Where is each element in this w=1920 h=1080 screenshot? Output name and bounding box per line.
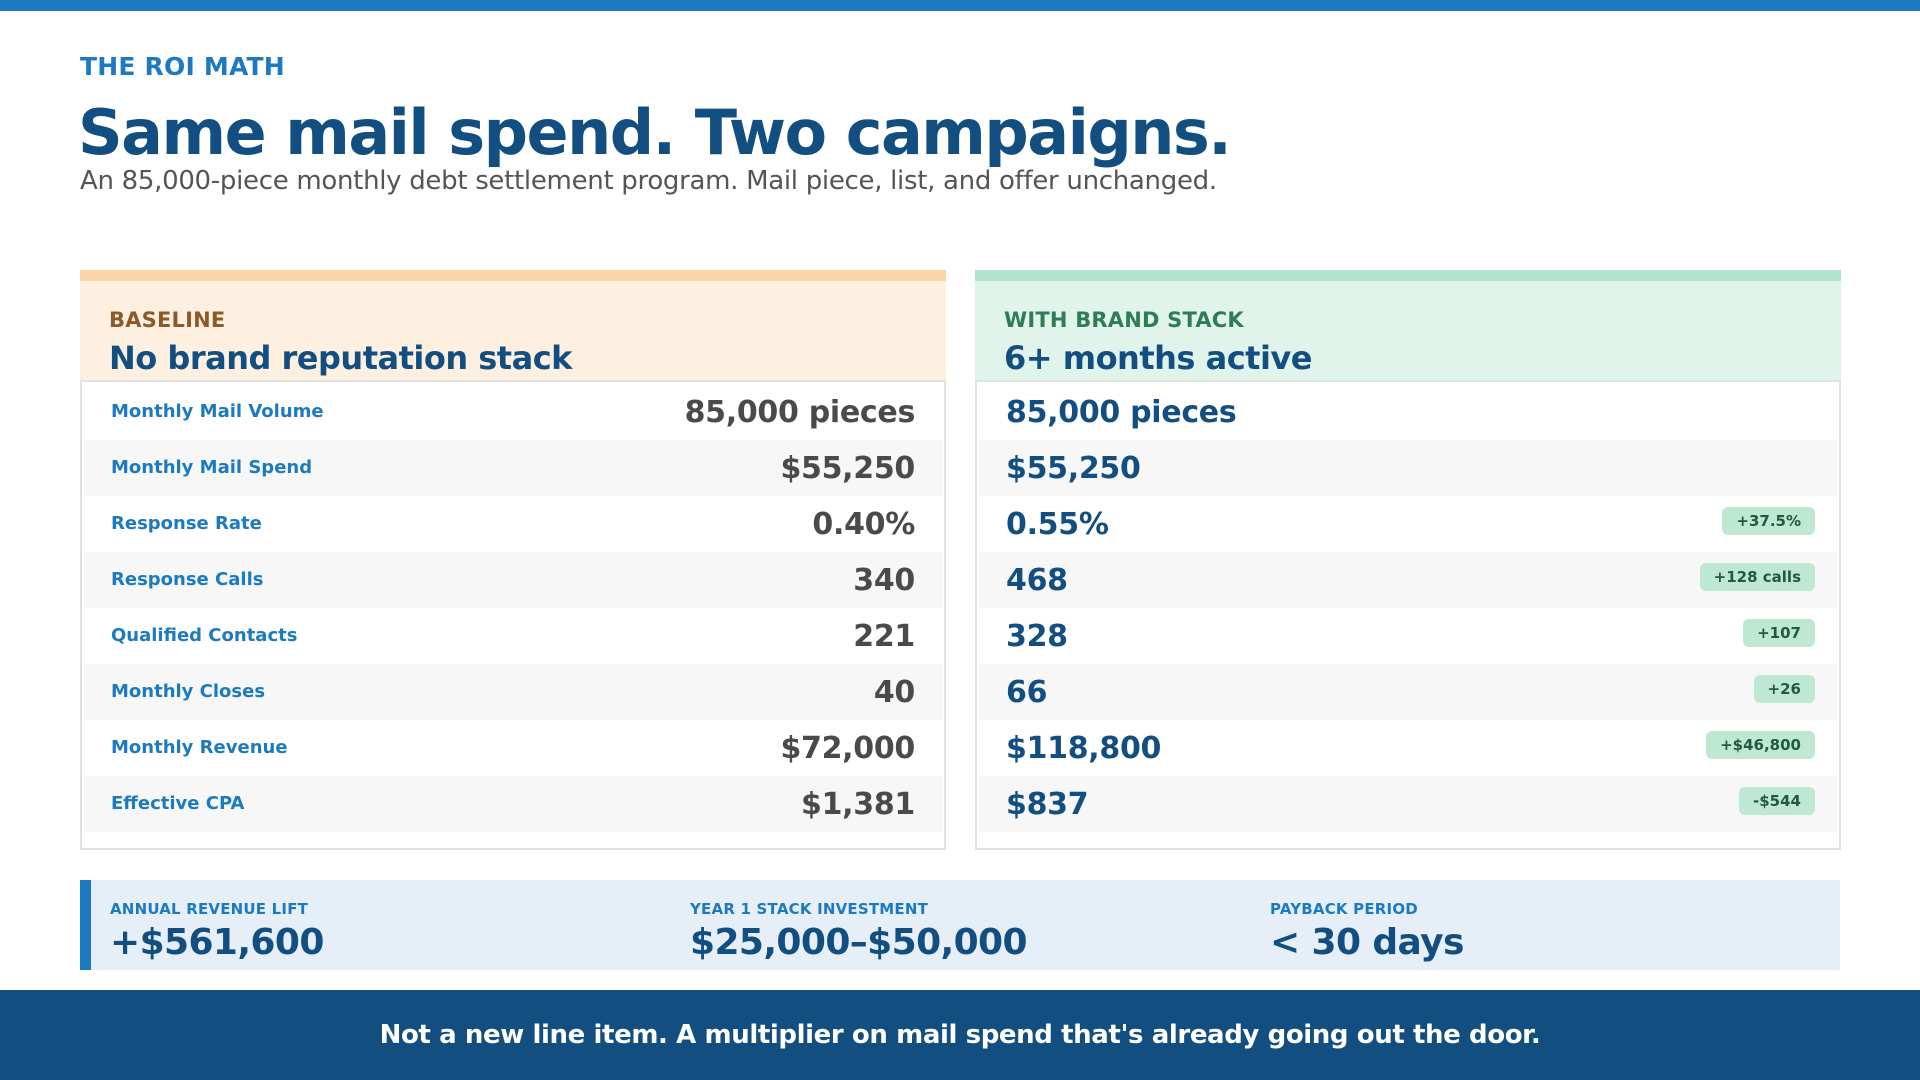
- row-value: $55,250: [780, 451, 915, 486]
- table-row: Effective CPA $1,381: [84, 776, 942, 832]
- metric-label: ANNUAL REVENUE LIFT: [110, 900, 309, 918]
- delta-badge: +$46,800: [1706, 731, 1815, 759]
- baseline-panel-header: BASELINE No brand reputation stack: [80, 270, 946, 380]
- row-value: 85,000 pieces: [1006, 395, 1237, 430]
- table-row: Response Calls 340: [84, 552, 942, 608]
- baseline-panel: BASELINE No brand reputation stack Month…: [80, 270, 946, 850]
- baseline-title: No brand reputation stack: [109, 339, 572, 377]
- row-label: Response Rate: [111, 513, 262, 534]
- footer-banner: Not a new line item. A multiplier on mai…: [0, 990, 1920, 1080]
- metric-year1-stack-investment: YEAR 1 STACK INVESTMENT $25,000–$50,000: [690, 900, 1028, 963]
- row-label: Effective CPA: [111, 793, 245, 814]
- metric-payback-period: PAYBACK PERIOD < 30 days: [1270, 900, 1464, 963]
- delta-badge: +26: [1753, 675, 1815, 703]
- row-value: $118,800: [1006, 731, 1162, 766]
- row-label: Monthly Mail Volume: [111, 401, 324, 422]
- brand-stack-kicker: WITH BRAND STACK: [1004, 308, 1244, 332]
- delta-badge: -$544: [1739, 787, 1815, 815]
- row-value: $72,000: [780, 731, 915, 766]
- summary-strip: ANNUAL REVENUE LIFT +$561,600 YEAR 1 STA…: [80, 880, 1840, 970]
- row-label: Monthly Mail Spend: [111, 457, 313, 478]
- table-row: $55,250: [979, 440, 1837, 496]
- table-row: 0.55% +37.5%: [979, 496, 1837, 552]
- brand-stack-panel-header: WITH BRAND STACK 6+ months active: [975, 270, 1841, 380]
- page-title: Same mail spend. Two campaigns.: [78, 96, 1232, 169]
- summary-accent-bar: [80, 880, 91, 970]
- metric-value: < 30 days: [1270, 922, 1464, 963]
- brand-stack-title: 6+ months active: [1004, 339, 1312, 377]
- table-row: 468 +128 calls: [979, 552, 1837, 608]
- metric-annual-revenue-lift: ANNUAL REVENUE LIFT +$561,600: [110, 900, 324, 963]
- baseline-kicker: BASELINE: [109, 308, 226, 332]
- table-row: 66 +26: [979, 664, 1837, 720]
- table-row: Monthly Revenue $72,000: [84, 720, 942, 776]
- row-value: 85,000 pieces: [684, 395, 916, 430]
- delta-badge: +107: [1743, 619, 1815, 647]
- row-value: $1,381: [801, 787, 915, 822]
- section-eyebrow: THE ROI MATH: [80, 52, 285, 81]
- row-value: 468: [1006, 563, 1068, 598]
- footer-tagline: Not a new line item. A multiplier on mai…: [379, 1020, 1541, 1050]
- metric-label: YEAR 1 STACK INVESTMENT: [690, 900, 929, 918]
- top-accent-bar: [0, 0, 1920, 11]
- row-label: Monthly Revenue: [111, 737, 288, 758]
- table-row: Response Rate 0.40%: [84, 496, 942, 552]
- metric-value: $25,000–$50,000: [690, 922, 1028, 963]
- row-label: Response Calls: [111, 569, 264, 590]
- row-value: $55,250: [1006, 451, 1141, 486]
- row-value: $837: [1006, 787, 1089, 822]
- row-label: Qualified Contacts: [111, 625, 298, 646]
- row-value: 0.40%: [812, 507, 915, 542]
- table-row: 328 +107: [979, 608, 1837, 664]
- metric-label: PAYBACK PERIOD: [1270, 900, 1418, 918]
- baseline-table: Monthly Mail Volume 85,000 pieces Monthl…: [80, 380, 946, 850]
- table-row: Qualified Contacts 221: [84, 608, 942, 664]
- delta-badge: +37.5%: [1722, 507, 1815, 535]
- page-subtitle: An 85,000-piece monthly debt settlement …: [80, 166, 1217, 196]
- table-row: 85,000 pieces: [979, 384, 1837, 440]
- metric-value: +$561,600: [110, 922, 324, 963]
- row-value: 66: [1006, 675, 1048, 710]
- row-value: 0.55%: [1006, 507, 1109, 542]
- brand-stack-panel: WITH BRAND STACK 6+ months active 85,000…: [975, 270, 1841, 850]
- row-value: 328: [1006, 619, 1068, 654]
- table-row: Monthly Mail Volume 85,000 pieces: [84, 384, 942, 440]
- table-row: Monthly Mail Spend $55,250: [84, 440, 942, 496]
- row-value: 40: [873, 675, 915, 710]
- row-value: 221: [853, 619, 915, 654]
- brand-stack-table: 85,000 pieces $55,250 0.55% +37.5% 468 +…: [975, 380, 1841, 850]
- table-row: $837 -$544: [979, 776, 1837, 832]
- delta-badge: +128 calls: [1699, 563, 1815, 591]
- row-value: 340: [853, 563, 915, 598]
- row-label: Monthly Closes: [111, 681, 266, 702]
- table-row: $118,800 +$46,800: [979, 720, 1837, 776]
- table-row: Monthly Closes 40: [84, 664, 942, 720]
